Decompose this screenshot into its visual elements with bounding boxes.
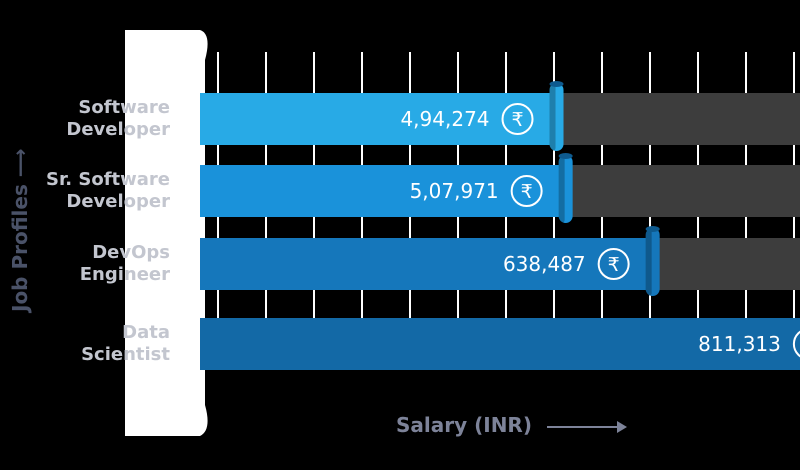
value-label-3: 638,487: [502, 252, 586, 276]
x-axis-label-text: Salary (INR): [396, 413, 532, 437]
rupee-icon-4: [792, 330, 800, 358]
rupee-icon-3: [597, 248, 630, 280]
value-label-4: 811,313: [698, 332, 781, 356]
rupee-icon-2: [510, 175, 543, 207]
bar-curl-3: [645, 226, 660, 296]
rupee-symbol-1: ₹: [511, 109, 523, 131]
bar-curl-1: [549, 81, 564, 151]
category-label-1: Software Developer: [66, 97, 170, 140]
y-axis-label-text: Job Profiles: [8, 184, 32, 312]
category-label-3: DevOps Engineer: [79, 242, 170, 285]
category-label-4: Data Scientist: [81, 322, 170, 365]
category-label-2: Sr. Software Developer: [45, 169, 170, 212]
rupee-symbol-2: ₹: [521, 181, 533, 203]
bar-1: [200, 93, 560, 145]
y-axis-label: Job Profiles ⟶: [8, 148, 32, 312]
bar-2: [200, 165, 569, 217]
rupee-symbol-3: ₹: [608, 254, 620, 276]
bar-4: [200, 318, 800, 370]
x-axis-label: Salary (INR): [396, 413, 627, 443]
value-label-2: 5,07,971: [409, 179, 499, 203]
bar-3: [200, 238, 656, 290]
bar-curl-2: [558, 153, 573, 223]
value-label-1: 4,94,274: [400, 107, 490, 131]
category-panel: [125, 30, 208, 436]
rupee-icon-1: [501, 103, 534, 135]
